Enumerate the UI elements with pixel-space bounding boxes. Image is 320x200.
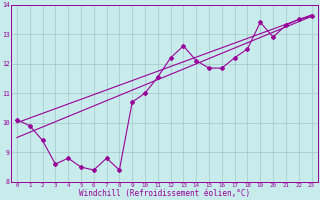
X-axis label: Windchill (Refroidissement éolien,°C): Windchill (Refroidissement éolien,°C) bbox=[79, 189, 250, 198]
